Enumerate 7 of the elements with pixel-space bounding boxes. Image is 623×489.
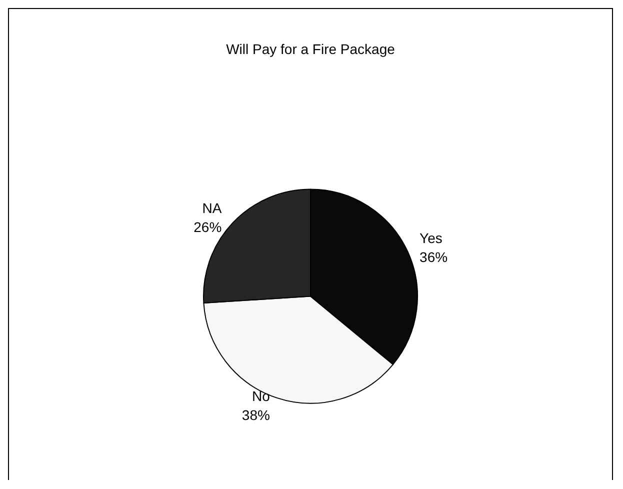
- slice-label: No: [252, 388, 270, 404]
- slice-label: Yes: [420, 230, 442, 246]
- chart-title: Will Pay for a Fire Package: [226, 41, 396, 57]
- data-label: 26%: [194, 219, 222, 236]
- data-label: 36%: [420, 248, 448, 265]
- data-label: 38%: [242, 407, 270, 424]
- slice-label: NA: [202, 200, 222, 216]
